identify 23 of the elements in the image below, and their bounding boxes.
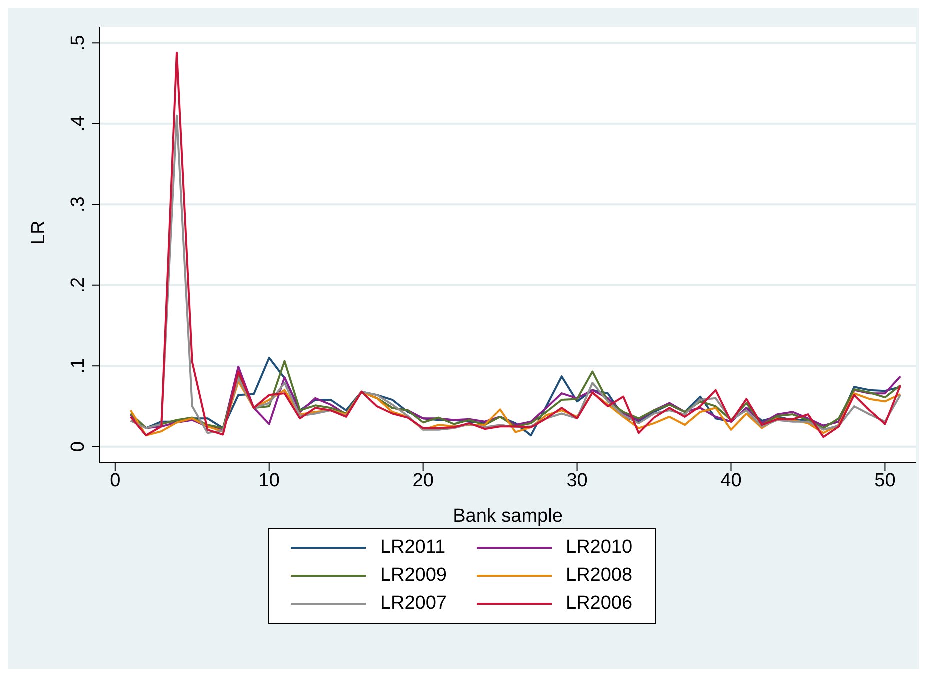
legend-label: LR2009 <box>380 565 447 587</box>
x-tick-label: 20 <box>412 470 434 492</box>
legend-label: LR2008 <box>566 565 633 587</box>
x-tick-label: 40 <box>720 470 742 492</box>
x-axis-title: Bank sample <box>453 506 563 527</box>
line-series <box>130 52 902 438</box>
y-tick-label: 0 <box>68 442 89 452</box>
x-tick-label: 30 <box>566 470 588 492</box>
legend-label: LR2010 <box>566 537 633 559</box>
line-series <box>130 380 902 437</box>
y-tick-label: .5 <box>68 35 89 52</box>
x-tick-label: 0 <box>110 470 121 492</box>
legend-label: LR2011 <box>380 537 446 559</box>
legend-label: LR2007 <box>380 593 447 615</box>
x-tick-label: 50 <box>874 470 896 492</box>
y-tick-label: .3 <box>68 196 89 213</box>
legend-label: LR2006 <box>566 593 633 615</box>
y-tick-label: .1 <box>68 358 89 374</box>
y-tick-label: .4 <box>68 116 89 132</box>
x-tick-label: 10 <box>258 470 280 492</box>
y-tick-label: .2 <box>68 277 89 294</box>
line-series <box>130 114 902 434</box>
y-axis-title: LR <box>28 220 50 245</box>
